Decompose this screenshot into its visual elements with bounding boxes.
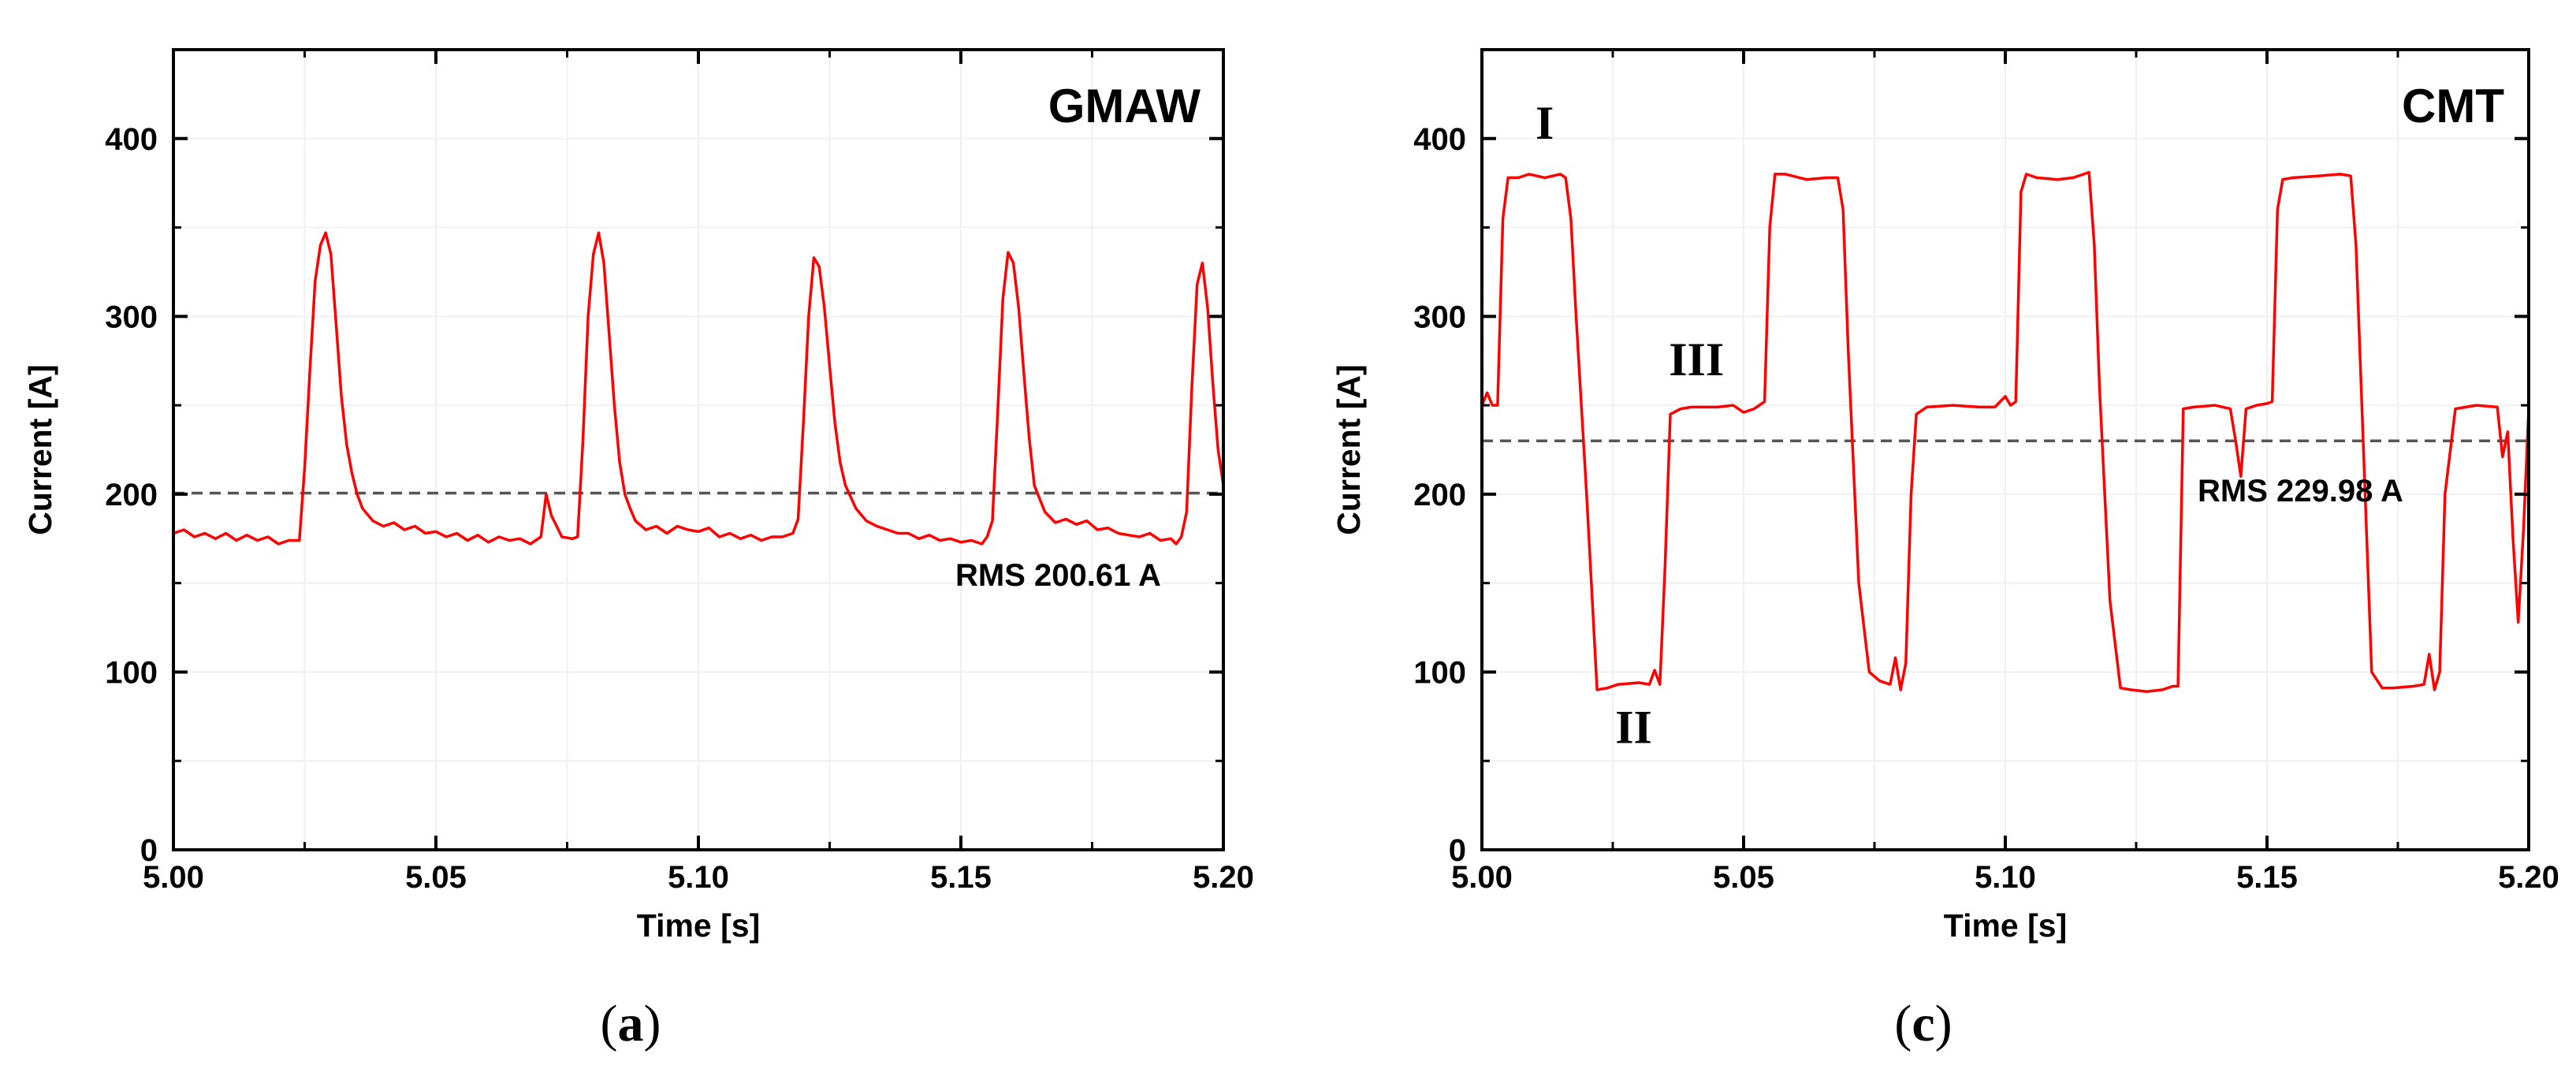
- y-tick-label: 400: [105, 122, 158, 157]
- y-tick-label: 0: [140, 833, 158, 868]
- x-tick-label: 5.00: [1451, 860, 1513, 895]
- y-tick-label: 300: [105, 300, 158, 334]
- x-tick-label: 5.15: [2236, 860, 2298, 895]
- x-tick-label: 5.00: [143, 860, 204, 895]
- current-series-line: [1480, 170, 2530, 694]
- y-tick-label: 400: [1413, 122, 1466, 157]
- phase-annotation: I: [1536, 97, 1554, 149]
- rms-label: RMS 229.98 A: [2198, 474, 2403, 508]
- x-tick-label: 5.20: [1193, 860, 1254, 895]
- panel-caption-letter: c: [1912, 995, 1934, 1052]
- x-axis-title: Time [s]: [637, 907, 760, 944]
- x-tick-label: 5.20: [2498, 860, 2559, 895]
- panel-title: GMAW: [1048, 80, 1201, 132]
- x-tick-label: 5.05: [1713, 860, 1774, 895]
- panel-caption: (a): [601, 995, 661, 1052]
- y-tick-label: 200: [105, 478, 158, 512]
- y-axis-title: Current [A]: [22, 364, 58, 534]
- y-tick-label: 100: [105, 655, 158, 690]
- y-tick-label: 200: [1413, 478, 1466, 512]
- x-tick-label: 5.10: [1975, 860, 2036, 895]
- x-tick-label: 5.10: [668, 860, 729, 895]
- y-tick-label: 100: [1413, 655, 1466, 690]
- panel-caption: (c): [1894, 995, 1952, 1052]
- phase-annotation: II: [1615, 702, 1652, 754]
- y-tick-label: 300: [1413, 300, 1466, 334]
- panel-caption-letter: a: [618, 995, 644, 1052]
- x-tick-label: 5.15: [930, 860, 992, 895]
- x-tick-label: 5.05: [405, 860, 467, 895]
- y-axis-title: Current [A]: [1331, 364, 1367, 534]
- rms-label: RMS 200.61 A: [955, 558, 1161, 593]
- current-series-line: [173, 231, 1225, 546]
- x-axis-title: Time [s]: [1944, 907, 2067, 944]
- phase-annotation: III: [1669, 333, 1724, 385]
- panel-a: 5.00 5.05 5.10 5.15 5.20 0 100 200 300 400 Time [s…: [22, 48, 1254, 1052]
- panel-c: 5.00 5.05 5.10 5.15 5.20 0 100 200 300 400 Time [s…: [1331, 48, 2559, 1052]
- panel-title: CMT: [2402, 80, 2504, 132]
- y-tick-label: 0: [1449, 833, 1466, 868]
